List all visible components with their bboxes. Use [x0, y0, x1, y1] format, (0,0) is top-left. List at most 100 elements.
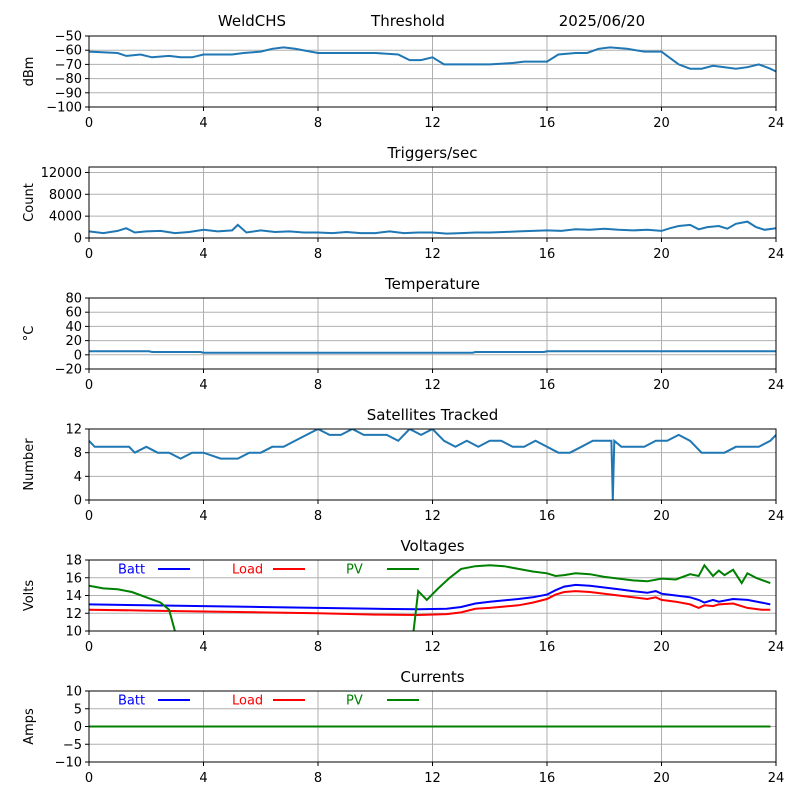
- x-tick-label: 8: [314, 509, 322, 524]
- x-tick-label: 0: [85, 247, 93, 262]
- y-tick-label: 0: [74, 494, 82, 509]
- series-line-pv: [89, 584, 176, 631]
- header-date: 2025/06/20: [559, 12, 645, 30]
- x-tick-label: 12: [424, 247, 441, 262]
- panel-1: 0 4 8 12 16 20 24 0 4000 8000 12000 Triggers/sec Cou…: [22, 144, 784, 262]
- x-tick-label: 4: [199, 378, 207, 393]
- y-tick-label: 16: [65, 571, 82, 586]
- x-tick-label: 20: [653, 378, 670, 393]
- y-tick-label: 8: [74, 446, 82, 461]
- panel-4: 0 4 8 12 16 20 24 10 12 14 16 18 Voltages Volts Batt Lo…: [22, 537, 784, 655]
- x-tick-label: 20: [653, 116, 670, 131]
- panel-title: Temperature: [384, 275, 480, 293]
- y-tick-label: 80: [65, 292, 82, 307]
- x-tick-label: 20: [653, 509, 670, 524]
- legend-label-pv: PV: [346, 563, 363, 578]
- x-tick-label: 24: [768, 509, 785, 524]
- y-tick-label: 5: [74, 702, 82, 717]
- y-tick-label: −5: [63, 738, 82, 753]
- y-tick-label: 8000: [49, 188, 82, 203]
- y-tick-label: 12000: [41, 166, 82, 181]
- x-tick-label: 8: [314, 378, 322, 393]
- series-line-pv-2: [412, 563, 771, 631]
- y-tick-label: −50: [55, 30, 82, 45]
- x-tick-label: 16: [539, 247, 556, 262]
- x-tick-label: 0: [85, 378, 93, 393]
- y-tick-label: −80: [55, 72, 82, 87]
- x-tick-label: 8: [314, 116, 322, 131]
- series-line-value: [89, 429, 776, 500]
- y-axis-label: °C: [22, 326, 37, 342]
- x-tick-label: 24: [768, 247, 785, 262]
- panel-title: Voltages: [400, 537, 464, 555]
- panel-5: 0 4 8 12 16 20 24 −10 −5 0 5 10 Currents Amps Batt Load…: [22, 668, 784, 786]
- y-tick-label: 14: [65, 589, 82, 604]
- y-axis-label: dBm: [22, 57, 37, 87]
- y-axis-label: Count: [22, 183, 37, 222]
- x-tick-label: 16: [539, 640, 556, 655]
- y-tick-label: 40: [65, 320, 82, 335]
- x-tick-label: 24: [768, 640, 785, 655]
- series-line-value: [89, 220, 776, 235]
- x-tick-label: 8: [314, 247, 322, 262]
- y-tick-label: 0: [74, 348, 82, 363]
- panel-title: Satellites Tracked: [367, 406, 498, 424]
- x-tick-label: 12: [424, 640, 441, 655]
- x-tick-label: 12: [424, 378, 441, 393]
- x-tick-label: 0: [85, 509, 93, 524]
- x-tick-label: 20: [653, 640, 670, 655]
- series-line-value: [89, 46, 776, 73]
- series-line-value: [89, 350, 776, 354]
- x-tick-label: 0: [85, 640, 93, 655]
- x-tick-label: 4: [199, 509, 207, 524]
- y-axis-label: Volts: [22, 580, 37, 612]
- panel-title: Triggers/sec: [387, 144, 478, 162]
- legend-label-batt: Batt: [118, 694, 145, 709]
- legend-label-load: Load: [232, 694, 263, 709]
- y-tick-label: 4000: [49, 210, 82, 225]
- y-tick-label: 18: [65, 554, 82, 569]
- series-line-load: [89, 590, 771, 617]
- y-tick-label: −20: [55, 363, 82, 378]
- x-tick-label: 16: [539, 771, 556, 786]
- y-tick-label: −100: [46, 101, 82, 116]
- y-tick-label: −60: [55, 44, 82, 59]
- x-tick-label: 24: [768, 771, 785, 786]
- y-tick-label: 20: [65, 334, 82, 349]
- y-tick-label: −10: [55, 756, 82, 771]
- legend-label-batt: Batt: [118, 563, 145, 578]
- y-tick-label: −70: [55, 58, 82, 73]
- y-tick-label: 10: [65, 625, 82, 640]
- legend-label-load: Load: [232, 563, 263, 578]
- x-tick-label: 0: [85, 771, 93, 786]
- x-tick-label: 12: [424, 116, 441, 131]
- x-tick-label: 12: [424, 771, 441, 786]
- legend-label-pv: PV: [346, 694, 363, 709]
- y-axis-label: Number: [22, 438, 37, 491]
- x-tick-label: 16: [539, 378, 556, 393]
- x-tick-label: 24: [768, 378, 785, 393]
- x-tick-label: 0: [85, 116, 93, 131]
- y-tick-label: 60: [65, 306, 82, 321]
- x-tick-label: 24: [768, 116, 785, 131]
- y-tick-label: 0: [74, 720, 82, 735]
- header-mode: Threshold: [370, 12, 445, 30]
- y-tick-label: 10: [65, 685, 82, 700]
- x-tick-label: 16: [539, 116, 556, 131]
- x-tick-label: 16: [539, 509, 556, 524]
- series-line-batt: [89, 583, 771, 611]
- panel-title: Currents: [400, 668, 464, 686]
- panel-3: 0 4 8 12 16 20 24 0 4 8 12 Satellites Tracked Number: [22, 406, 784, 524]
- x-tick-label: 4: [199, 116, 207, 131]
- panel-0: 0 4 8 12 16 20 24 −100−90−80−70−60−50 dBm: [22, 30, 784, 132]
- y-tick-label: 4: [74, 470, 82, 485]
- x-tick-label: 4: [199, 247, 207, 262]
- x-tick-label: 20: [653, 771, 670, 786]
- x-tick-label: 8: [314, 640, 322, 655]
- y-tick-label: 0: [74, 232, 82, 247]
- y-axis-label: Amps: [22, 708, 37, 745]
